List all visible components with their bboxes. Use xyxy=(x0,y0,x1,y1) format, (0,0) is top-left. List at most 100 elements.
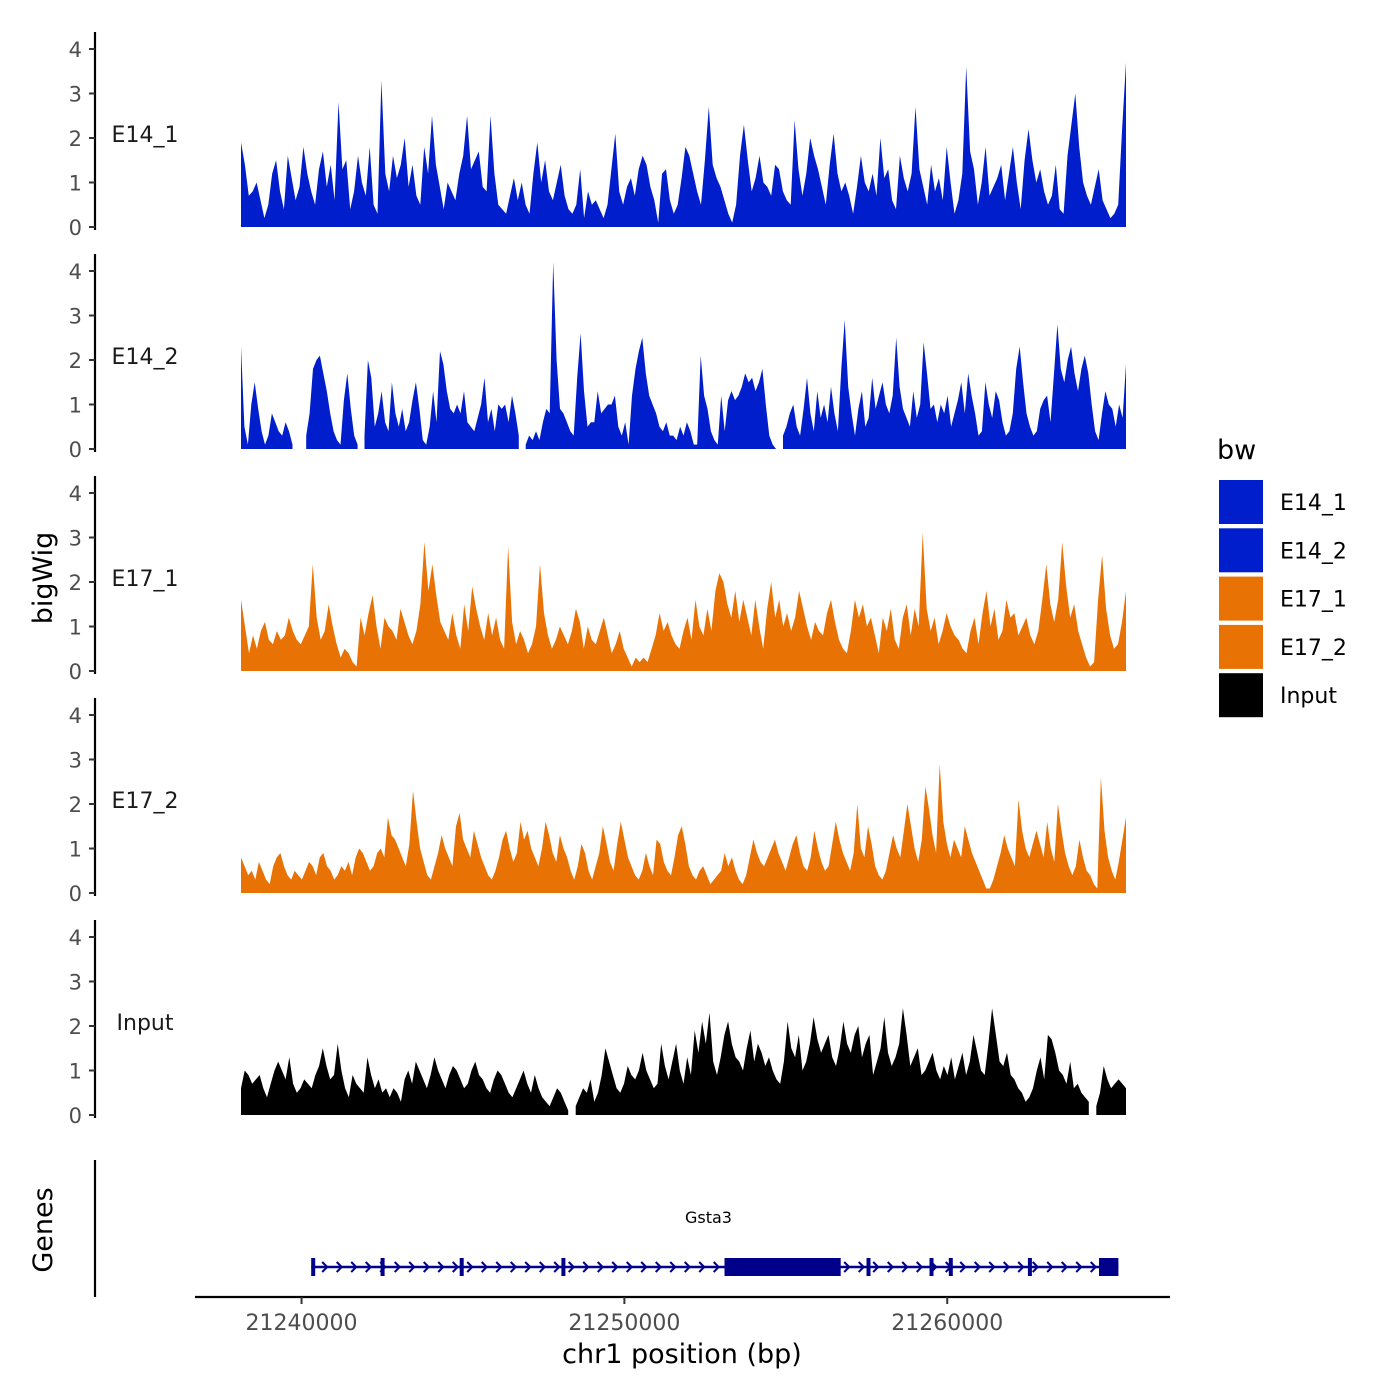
y-tick-label: 2 xyxy=(69,127,82,151)
x-tick-label: 21240000 xyxy=(246,1311,358,1336)
x-tick-label: 21250000 xyxy=(568,1311,680,1336)
x-axis-ticks: 21240000 21250000 21260000 xyxy=(246,1297,1003,1336)
strand-arrow xyxy=(959,1261,967,1273)
gene-exon xyxy=(380,1258,385,1276)
gene-exon xyxy=(866,1258,871,1276)
strand-arrow xyxy=(335,1261,344,1273)
track-label: E17_1 xyxy=(112,567,179,592)
x-axis-title: chr1 position (bp) xyxy=(562,1339,802,1370)
strand-arrow xyxy=(625,1261,634,1273)
signal-area xyxy=(241,1043,569,1115)
signal-area xyxy=(1096,1066,1126,1115)
gene-name-label: Gsta3 xyxy=(685,1208,732,1227)
y-tick-label: 3 xyxy=(69,527,82,551)
strand-arrow xyxy=(857,1261,866,1273)
strand-arrow xyxy=(712,1261,721,1273)
y-tick-label: 0 xyxy=(69,660,82,684)
gene-exon xyxy=(561,1258,566,1276)
y-tick-label: 3 xyxy=(69,749,82,773)
track-label: E14_1 xyxy=(112,123,179,148)
strand-arrow xyxy=(364,1261,373,1273)
y-tick-label: 2 xyxy=(69,571,82,595)
strand-arrow xyxy=(1060,1261,1069,1273)
strand-arrow xyxy=(524,1261,532,1273)
y-tick-label: 1 xyxy=(69,616,82,640)
signal-area xyxy=(306,355,358,449)
signal-area xyxy=(575,1008,1089,1115)
legend-key-e14-2 xyxy=(1219,528,1263,573)
strand-arrow xyxy=(640,1261,648,1273)
y-tick-label: 1 xyxy=(69,172,82,196)
signal-area xyxy=(241,533,1126,671)
legend-key-e17-1 xyxy=(1219,576,1263,621)
legend-key-input xyxy=(1219,673,1263,718)
track-panel-input: 0 1 2 3 4 Input xyxy=(69,920,1126,1128)
y-tick-label: 0 xyxy=(69,216,82,240)
gene-exon xyxy=(929,1258,934,1276)
strand-arrow xyxy=(915,1261,924,1273)
y-tick-label: 0 xyxy=(69,1104,82,1128)
y-tick-label: 4 xyxy=(69,482,82,506)
legend-title: bw xyxy=(1217,435,1256,466)
gene-exon xyxy=(766,1258,841,1276)
track-panel-e17-2: 0 1 2 3 4 E17_2 xyxy=(69,698,1126,906)
strand-arrow xyxy=(538,1261,547,1273)
signal-area xyxy=(525,262,777,449)
strand-arrow xyxy=(422,1261,431,1273)
y-tick-label: 2 xyxy=(69,349,82,373)
y-tick-label: 4 xyxy=(69,260,82,284)
strand-arrow xyxy=(1075,1261,1083,1273)
gene-exon xyxy=(311,1258,316,1276)
legend-key-e14-1 xyxy=(1219,480,1263,524)
y-axis-title: bigWig xyxy=(28,532,59,625)
signal-area xyxy=(241,346,293,449)
strand-arrow xyxy=(350,1261,358,1273)
x-axis: 21240000 21250000 21260000 chr1 position (… xyxy=(195,1295,1170,1370)
strand-arrow xyxy=(596,1261,605,1273)
strand-arrow xyxy=(1046,1261,1054,1273)
track-panel-e14-1: 0 1 2 3 4 E14_1 xyxy=(69,32,1126,240)
gene-exon xyxy=(1027,1258,1032,1276)
strand-arrow xyxy=(698,1261,706,1273)
y-tick-label: 2 xyxy=(69,793,82,817)
y-tick-label: 2 xyxy=(69,1015,82,1039)
signal-area xyxy=(783,320,1126,449)
strand-arrow xyxy=(553,1261,561,1273)
strand-arrow xyxy=(567,1261,576,1273)
y-tick-label: 4 xyxy=(69,926,82,950)
legend-key-e17-2 xyxy=(1219,624,1263,669)
strand-arrow xyxy=(466,1261,474,1273)
y-tick-label: 1 xyxy=(69,838,82,862)
x-tick-label: 21260000 xyxy=(891,1311,1003,1336)
y-tick-label: 3 xyxy=(69,971,82,995)
strand-arrow xyxy=(480,1261,489,1273)
strand-arrow xyxy=(321,1261,329,1273)
gene-exon xyxy=(459,1258,464,1276)
track-panel-e17-1: 0 1 2 3 4 E17_1 xyxy=(69,476,1126,684)
legend-label: Input xyxy=(1280,684,1337,709)
strand-arrow xyxy=(654,1261,663,1273)
track-label: Input xyxy=(117,1011,174,1036)
genes-axis-title: Genes xyxy=(28,1187,59,1272)
strand-arrow xyxy=(843,1261,851,1273)
signal-area xyxy=(241,62,1126,227)
gene-exon xyxy=(1099,1258,1119,1276)
y-tick-label: 1 xyxy=(69,1060,82,1084)
y-tick-label: 4 xyxy=(69,704,82,728)
strand-arrow xyxy=(669,1261,677,1273)
y-tick-label: 0 xyxy=(69,438,82,462)
y-tick-label: 1 xyxy=(69,394,82,418)
genes-panel: Genes Gsta3 xyxy=(28,1160,1119,1297)
signal-area xyxy=(364,351,519,449)
legend-label: E17_2 xyxy=(1280,636,1347,661)
legend-label: E17_1 xyxy=(1280,588,1347,613)
strand-arrow xyxy=(495,1261,503,1273)
strand-arrow xyxy=(611,1261,619,1273)
strand-arrow xyxy=(451,1261,460,1273)
track-panel-e14-2: 0 1 2 3 4 E14_2 xyxy=(69,254,1126,462)
strand-arrow xyxy=(1031,1261,1040,1273)
y-tick-label: 0 xyxy=(69,882,82,906)
strand-arrow xyxy=(1017,1261,1025,1273)
strand-arrow xyxy=(973,1261,982,1273)
